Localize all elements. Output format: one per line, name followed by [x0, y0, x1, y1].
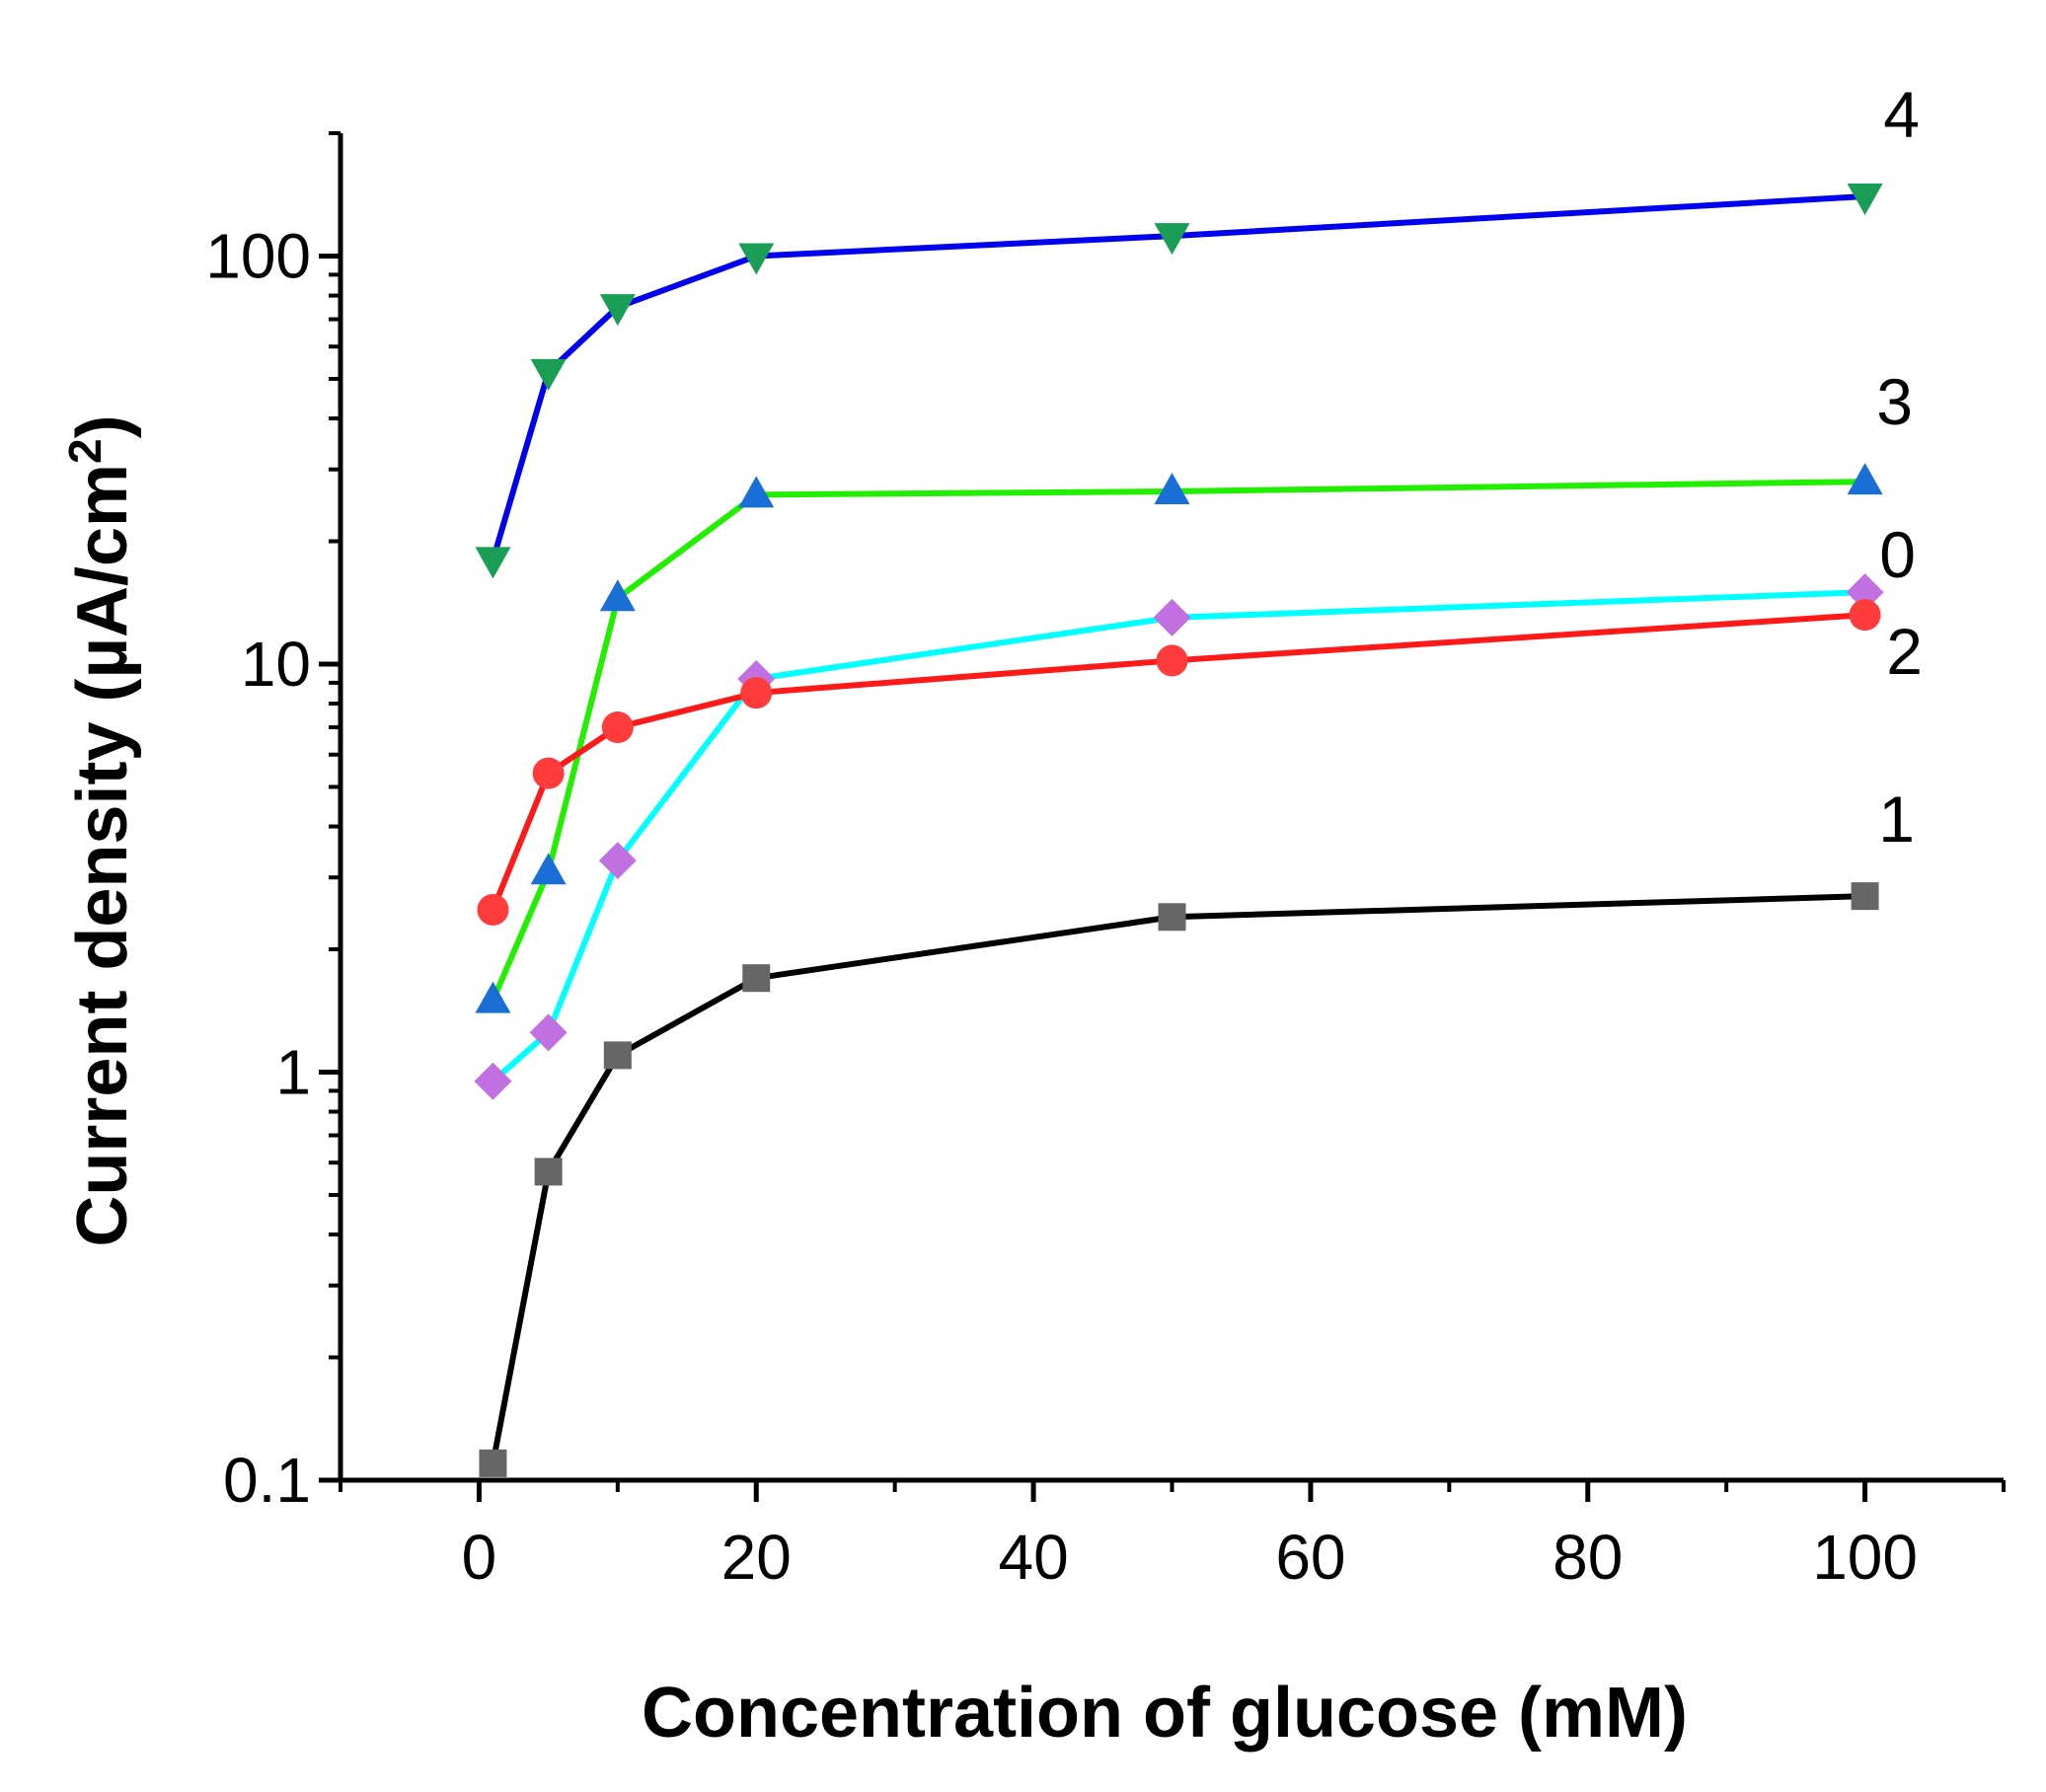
data-point-triangle-down: [475, 547, 511, 579]
data-point-square: [1158, 903, 1186, 932]
data-point-triangle-down: [599, 294, 636, 327]
data-point-circle: [532, 757, 565, 789]
x-tick-label: 60: [1275, 1522, 1345, 1593]
series-label-1: 1: [1878, 783, 1915, 856]
series-label-2: 2: [1886, 615, 1923, 688]
y-tick-label: 0.1: [223, 1445, 311, 1516]
data-point-diamond: [1846, 573, 1884, 612]
x-tick-label: 20: [721, 1522, 792, 1593]
x-tick-label: 80: [1553, 1522, 1623, 1593]
y-tick-label: 10: [241, 629, 311, 700]
series-4: [475, 184, 1883, 579]
data-point-circle: [601, 711, 634, 744]
data-point-triangle-down: [530, 358, 567, 391]
series-1: [479, 882, 1879, 1477]
data-point-square: [534, 1157, 563, 1186]
y-tick-label: 100: [205, 220, 311, 291]
series-label-4: 4: [1883, 78, 1920, 151]
data-point-diamond: [598, 842, 637, 880]
data-point-square: [479, 1449, 507, 1477]
data-point-triangle-up: [599, 579, 636, 612]
data-point-triangle-up: [1847, 463, 1883, 495]
x-tick-label: 0: [462, 1522, 497, 1593]
series-label-3: 3: [1876, 365, 1913, 438]
x-axis-title: Concentration of glucose (mM): [642, 1674, 1688, 1753]
series-line-2: [490, 612, 1868, 913]
data-point-triangle-up: [475, 981, 511, 1013]
data-point-circle: [1849, 599, 1881, 632]
data-point-circle: [1156, 644, 1188, 677]
series-line-1: [490, 893, 1868, 1466]
series-label-0: 0: [1879, 518, 1916, 591]
series-0: [474, 573, 1884, 1100]
data-point-circle: [740, 677, 773, 709]
series-3: [475, 463, 1883, 1013]
series-line-3: [490, 479, 1868, 1004]
y-axis-title: Current density (µA/cm2): [59, 414, 142, 1246]
data-point-diamond: [529, 1013, 568, 1052]
x-tick-label: 100: [1812, 1522, 1918, 1593]
data-point-diamond: [474, 1062, 512, 1100]
series-2: [477, 599, 1881, 926]
series-layer: [474, 184, 1884, 1477]
data-point-diamond: [1153, 598, 1191, 636]
y-ticks: 0.1 1 10 100: [205, 131, 341, 1516]
series-line-4: [490, 193, 1868, 563]
data-point-square: [603, 1041, 632, 1070]
data-point-triangle-up: [1154, 472, 1190, 504]
y-axis-title-superscript: 2: [59, 438, 111, 464]
data-point-triangle-up: [530, 853, 567, 885]
data-point-triangle-down: [738, 243, 775, 275]
x-ticks: 0 20 40 60 80 100: [339, 1480, 2006, 1593]
data-point-triangle-down: [1847, 184, 1883, 216]
data-point-triangle-down: [1154, 223, 1190, 256]
data-point-square: [742, 964, 771, 993]
data-point-circle: [477, 893, 509, 926]
y-axis-title-close: ): [63, 414, 142, 438]
data-point-square: [1851, 882, 1879, 911]
x-tick-label: 40: [998, 1522, 1068, 1593]
y-axis-title-main: Current density (µA/cm: [63, 464, 142, 1247]
series-labels: 4 3 0 2 1: [1876, 78, 1923, 856]
y-tick-label: 1: [275, 1036, 311, 1107]
data-point-triangle-up: [738, 476, 775, 508]
